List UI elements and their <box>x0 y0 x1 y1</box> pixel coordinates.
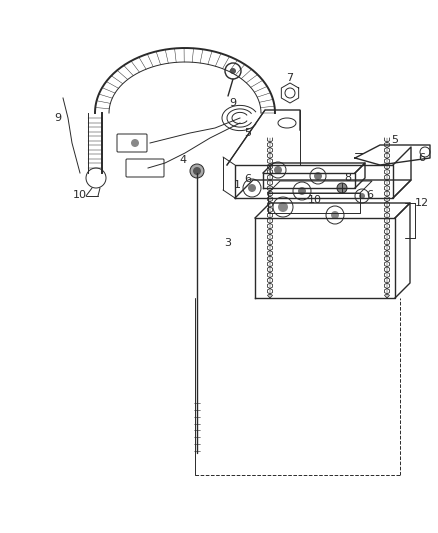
Circle shape <box>230 68 236 74</box>
Circle shape <box>278 202 288 212</box>
Text: 10: 10 <box>308 195 322 205</box>
Circle shape <box>131 139 139 147</box>
Circle shape <box>337 183 347 193</box>
Text: 4: 4 <box>180 155 187 165</box>
Circle shape <box>193 167 201 175</box>
Text: 6: 6 <box>418 153 425 163</box>
Circle shape <box>331 211 339 219</box>
Circle shape <box>190 164 204 178</box>
Text: 12: 12 <box>415 198 429 208</box>
Text: 6: 6 <box>367 190 374 200</box>
Text: 1: 1 <box>233 180 240 190</box>
Circle shape <box>274 166 282 174</box>
Text: 5: 5 <box>244 128 251 138</box>
Text: 3: 3 <box>225 238 232 248</box>
Text: 9: 9 <box>230 98 237 108</box>
Circle shape <box>248 184 256 192</box>
Text: 10: 10 <box>73 190 87 200</box>
Circle shape <box>359 193 365 199</box>
Text: 7: 7 <box>286 73 293 83</box>
Text: 9: 9 <box>54 113 62 123</box>
Text: 6: 6 <box>244 174 251 184</box>
Circle shape <box>298 187 306 195</box>
Circle shape <box>314 172 322 180</box>
Text: 5: 5 <box>392 135 399 145</box>
Text: 8: 8 <box>344 173 352 183</box>
